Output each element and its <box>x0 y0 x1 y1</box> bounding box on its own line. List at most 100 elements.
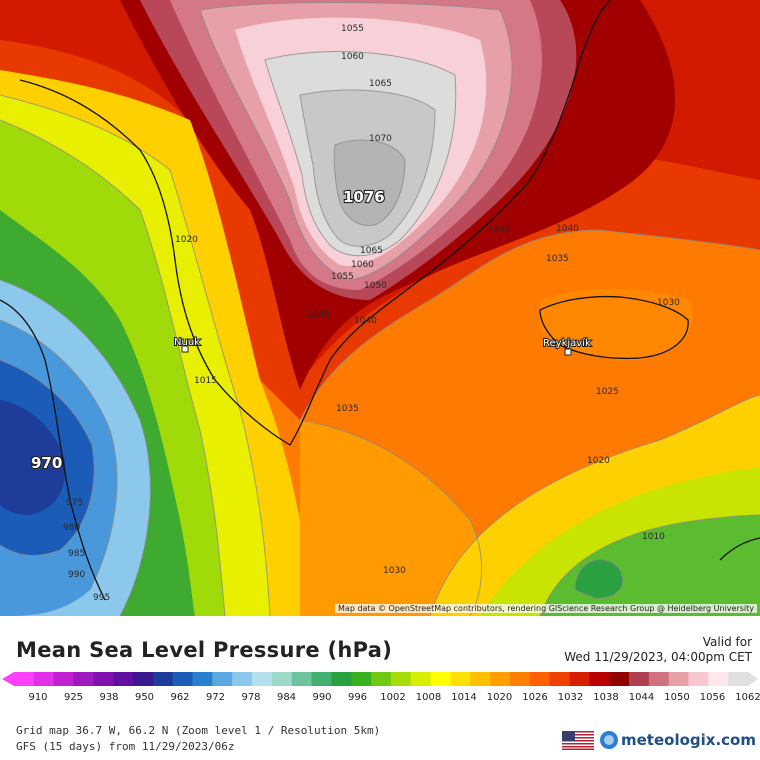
colorbar-swatch <box>311 672 332 686</box>
iceland-zone <box>540 288 693 361</box>
colorbar-swatch <box>589 672 610 686</box>
colorbar-swatch <box>688 672 709 686</box>
colorbar-swatch <box>291 672 313 686</box>
colorbar-swatch <box>728 672 749 686</box>
city-label-reykjavik: Reykjavík <box>543 337 591 349</box>
pressure-map-svg: 1055 1060 1065 1070 1065 1060 1055 1050 … <box>0 0 760 616</box>
colorbar-swatch <box>113 672 134 686</box>
colorbar-tick-label: 996 <box>348 692 367 703</box>
isobar-label: 1055 <box>341 24 364 34</box>
isobar-label: 995 <box>93 593 110 603</box>
colorbar-swatch <box>252 672 273 686</box>
colorbar-tick-label: 1050 <box>664 692 689 703</box>
colorbar-swatch <box>73 672 94 686</box>
colorbar-swatch <box>609 672 630 686</box>
pressure-zone-970 <box>0 400 66 515</box>
colorbar-arrow-right <box>748 672 758 686</box>
colorbar-swatch <box>410 672 432 686</box>
colorbar-tick-label: 1056 <box>700 692 725 703</box>
colorbar-swatch <box>509 672 531 686</box>
isobar-label: 1045 <box>307 310 330 320</box>
colorbar-swatch <box>569 672 590 686</box>
colorbar-tick-label: 938 <box>99 692 118 703</box>
nuuk-marker <box>181 345 189 353</box>
brand-logo[interactable]: meteologix.com <box>600 729 756 751</box>
isobar-label: 1065 <box>369 79 392 89</box>
colorbar-swatch <box>371 672 392 686</box>
isobar-label: 1010 <box>642 532 665 542</box>
isobar-label: 1025 <box>596 387 619 397</box>
colorbar-swatch <box>708 672 729 686</box>
colorbar-swatch <box>232 672 253 686</box>
brand-name: meteologix.com <box>621 731 756 749</box>
colorbar-swatch <box>152 672 174 686</box>
isobar-label: 1035 <box>546 254 569 264</box>
high-pressure-center: 1076 <box>343 188 385 206</box>
valid-label: Valid for <box>702 635 752 649</box>
isobar-label: 1050 <box>364 281 387 291</box>
colorbar-tick-label: 978 <box>241 692 260 703</box>
model-info: GFS (15 days) from 11/29/2023/06z <box>16 740 235 753</box>
grid-info: Grid map 36.7 W, 66.2 N (Zoom level 1 / … <box>16 724 381 737</box>
isobar-label: 1035 <box>336 404 359 414</box>
colorbar-tick-label: 910 <box>28 692 47 703</box>
colorbar-swatch <box>470 672 491 686</box>
colorbar-swatch <box>172 672 194 686</box>
isobar-label: 1015 <box>194 376 217 386</box>
colorbar-tick-label: 950 <box>135 692 154 703</box>
colorbar-tick-label: 1044 <box>629 692 654 703</box>
colorbar-tick-label: 1020 <box>487 692 512 703</box>
page-title: Mean Sea Level Pressure (hPa) <box>16 638 393 662</box>
colorbar-swatch <box>648 672 670 686</box>
us-flag-icon[interactable] <box>562 731 594 750</box>
pressure-zone-1005-east <box>575 559 623 599</box>
reykjavik-marker <box>564 348 572 356</box>
isobar-label: 1040 <box>556 224 579 234</box>
isobar-label: 990 <box>68 570 85 580</box>
colorbar-swatch <box>192 672 213 686</box>
pressure-zone-1030 <box>300 420 482 616</box>
colorbar-tick-label: 1008 <box>416 692 441 703</box>
isobar-label-group: 1055 1060 1065 1070 1065 1060 1055 1050 … <box>63 24 680 603</box>
colorbar-swatch <box>271 672 293 686</box>
valid-time: Wed 11/29/2023, 04:00pm CET <box>564 650 752 664</box>
map-attribution: Map data © OpenStreetMap contributors, r… <box>335 604 757 613</box>
pressure-zone-1076 <box>334 140 405 226</box>
colorbar-swatch <box>668 672 689 686</box>
colorbar-tick-label: 1062 <box>735 692 760 703</box>
colorbar-tick-label: 1032 <box>558 692 583 703</box>
colorbar-tick-label: 990 <box>312 692 331 703</box>
colorbar-tick-label: 984 <box>277 692 296 703</box>
isobar-label: 1020 <box>587 456 610 466</box>
isobar-label: 1040 <box>354 316 377 326</box>
isobar-label: 1070 <box>369 134 392 144</box>
colorbar: 910 925 938 950 962 972 978 984 990 996 1002 1008 10… <box>0 670 760 710</box>
colorbar-swatch <box>529 672 551 686</box>
isobar-label: 1065 <box>360 246 383 256</box>
isobar-lines <box>0 2 760 616</box>
colorbar-tick-label: 1002 <box>380 692 405 703</box>
colorbar-swatch <box>93 672 114 686</box>
colorbar-tick-label: 962 <box>170 692 189 703</box>
isobar-label: 975 <box>66 498 83 508</box>
legend-panel <box>0 616 760 760</box>
colorbar-swatch <box>628 672 650 686</box>
colorbar-swatch <box>331 672 352 686</box>
colorbar-tick-label: 972 <box>206 692 225 703</box>
colorbar-swatch <box>53 672 75 686</box>
colorbar-tick-label: 1038 <box>593 692 618 703</box>
city-label-nuuk: Nuuk <box>174 337 200 348</box>
colorbar-swatch <box>450 672 471 686</box>
colorbar-swatch <box>430 672 451 686</box>
isobar-label: 1045 <box>488 225 511 235</box>
colorbar-swatch <box>549 672 570 686</box>
low-pressure-center: 970 <box>31 454 62 472</box>
isobar-label: 985 <box>68 549 85 559</box>
logo-icon <box>600 731 618 749</box>
isobar-label: 1060 <box>341 52 364 62</box>
colorbar-swatch <box>212 672 233 686</box>
coastlines <box>0 0 760 601</box>
colorbar-swatch <box>490 672 511 686</box>
isobar-label: 1060 <box>351 260 374 270</box>
isobar-label: 1030 <box>383 566 406 576</box>
